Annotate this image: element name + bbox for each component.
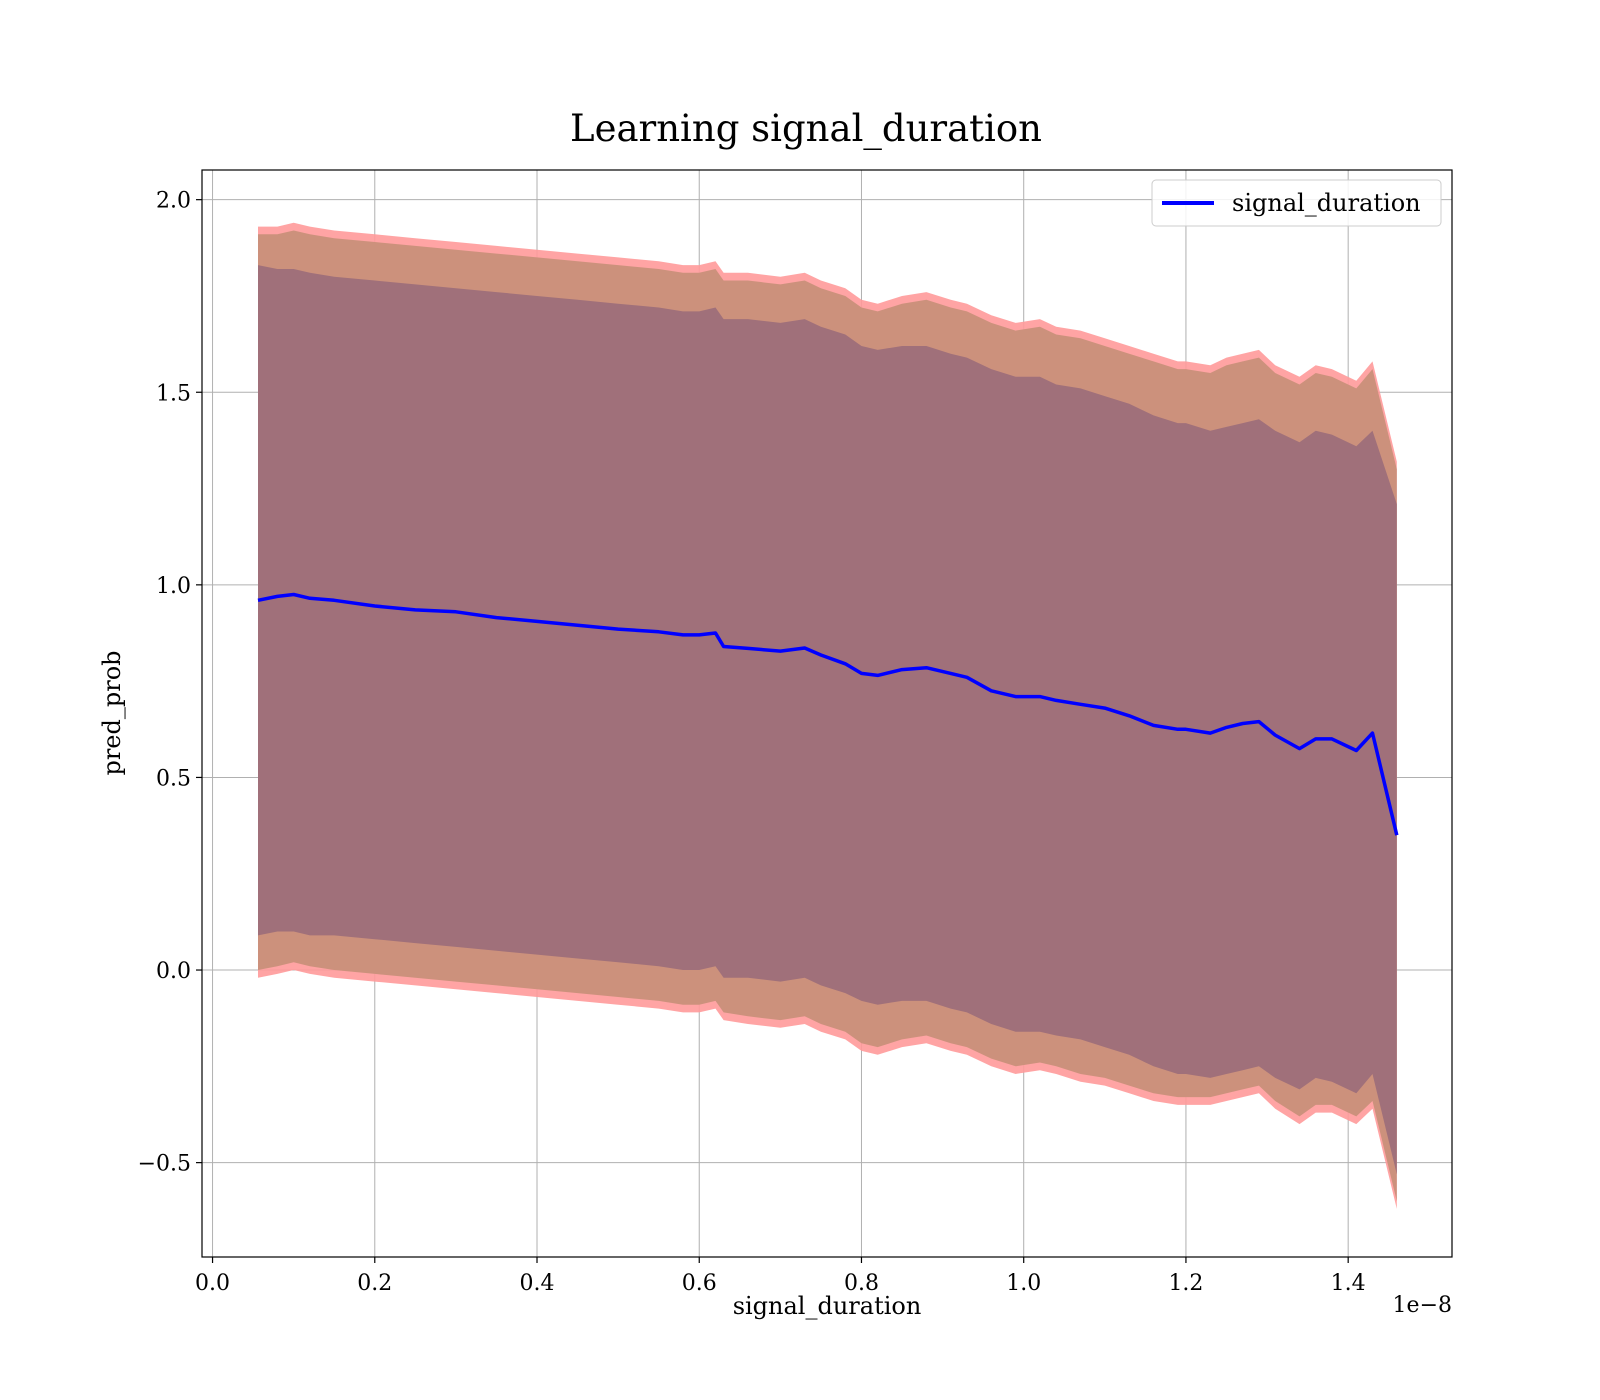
y-axis-ticks: −0.5 0.0 0.5 1.0 1.5 2.0 xyxy=(138,189,202,1177)
y-tick-label: 1.0 xyxy=(156,574,191,599)
x-tick-label: 0.2 xyxy=(357,1271,392,1296)
confidence-bands xyxy=(258,222,1397,1209)
series-lines xyxy=(257,592,1399,836)
series-line-signal-duration xyxy=(257,592,1399,836)
y-tick-label: −0.5 xyxy=(138,1152,191,1177)
x-tick-label: 0.4 xyxy=(520,1271,555,1296)
y-tick-label: 0.0 xyxy=(156,959,191,984)
x-tick-label: 0.6 xyxy=(682,1271,717,1296)
legend-box xyxy=(1151,179,1442,227)
y-tick-label: 1.5 xyxy=(156,381,191,406)
chart-title: Learning signal_duration xyxy=(570,107,1042,151)
legend-label: signal_duration xyxy=(1232,189,1421,217)
x-tick-label: 1.2 xyxy=(1168,1271,1203,1296)
x-tick-label: 1.0 xyxy=(1006,1271,1041,1296)
band-inner xyxy=(258,265,1397,1175)
x-axis-label: signal_duration xyxy=(733,1292,922,1320)
x-tick-label: 0.8 xyxy=(844,1271,879,1296)
x-tick-label: 0.0 xyxy=(195,1271,230,1296)
y-tick-label: 0.5 xyxy=(156,766,191,791)
y-axis-label: pred_prob xyxy=(98,650,126,775)
x-axis-ticks: 0.0 0.2 0.4 0.6 0.8 1.0 1.2 1.4 xyxy=(195,1257,1366,1296)
x-tick-label: 1.4 xyxy=(1331,1271,1366,1296)
legend[interactable]: signal_duration xyxy=(1151,179,1442,227)
x-axis-offset-label: 1e−8 xyxy=(1393,1293,1452,1318)
y-tick-label: 2.0 xyxy=(156,189,191,214)
plot-frame xyxy=(201,169,1453,1258)
